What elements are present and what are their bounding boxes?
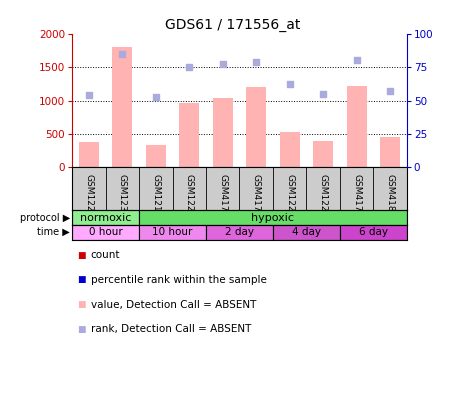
Point [386, 88, 394, 94]
Bar [139, 225, 206, 240]
Bar [179, 103, 199, 168]
Text: ■: ■ [77, 276, 85, 284]
Text: 10 hour: 10 hour [153, 227, 193, 237]
Text: rank, Detection Call = ABSENT: rank, Detection Call = ABSENT [91, 324, 251, 334]
Text: ■: ■ [77, 325, 85, 333]
Bar [380, 137, 400, 168]
Text: time ▶: time ▶ [37, 227, 70, 237]
Text: normoxic: normoxic [80, 213, 131, 223]
Bar [79, 142, 99, 168]
Point [353, 57, 360, 64]
Bar [112, 47, 133, 168]
Text: ■: ■ [77, 251, 85, 260]
Text: GSM1223: GSM1223 [285, 174, 294, 217]
Bar [340, 225, 407, 240]
Bar [139, 210, 407, 225]
Bar [72, 210, 139, 225]
Bar [146, 145, 166, 168]
Text: 0 hour: 0 hour [89, 227, 122, 237]
Point [152, 93, 159, 100]
Bar [213, 98, 233, 168]
Text: GDS61 / 171556_at: GDS61 / 171556_at [165, 18, 300, 32]
Text: GSM1231: GSM1231 [118, 174, 127, 217]
Bar [273, 225, 340, 240]
Bar [313, 141, 333, 168]
Text: count: count [91, 250, 120, 261]
Point [252, 59, 260, 65]
Text: GSM4179: GSM4179 [352, 174, 361, 217]
Bar [246, 87, 266, 168]
Point [186, 64, 193, 70]
Point [286, 81, 293, 88]
Text: 4 day: 4 day [292, 227, 321, 237]
Bar [346, 86, 367, 168]
Text: GSM1228: GSM1228 [84, 174, 93, 217]
Point [119, 51, 126, 57]
Text: GSM1226: GSM1226 [319, 174, 328, 217]
Text: 6 day: 6 day [359, 227, 388, 237]
Point [319, 91, 327, 97]
Bar [279, 132, 300, 168]
Text: hypoxic: hypoxic [252, 213, 294, 223]
Text: GSM4182: GSM4182 [385, 174, 395, 217]
Text: protocol ▶: protocol ▶ [20, 213, 70, 223]
Text: GSM1220: GSM1220 [185, 174, 194, 217]
Text: ■: ■ [77, 300, 85, 309]
Text: GSM1217: GSM1217 [151, 174, 160, 217]
Text: GSM4173: GSM4173 [218, 174, 227, 217]
Point [219, 61, 226, 68]
Text: GSM4176: GSM4176 [252, 174, 261, 217]
Bar [206, 225, 273, 240]
Bar [72, 225, 139, 240]
Text: percentile rank within the sample: percentile rank within the sample [91, 275, 266, 285]
Text: 2 day: 2 day [225, 227, 254, 237]
Text: value, Detection Call = ABSENT: value, Detection Call = ABSENT [91, 299, 256, 310]
Point [85, 92, 93, 98]
